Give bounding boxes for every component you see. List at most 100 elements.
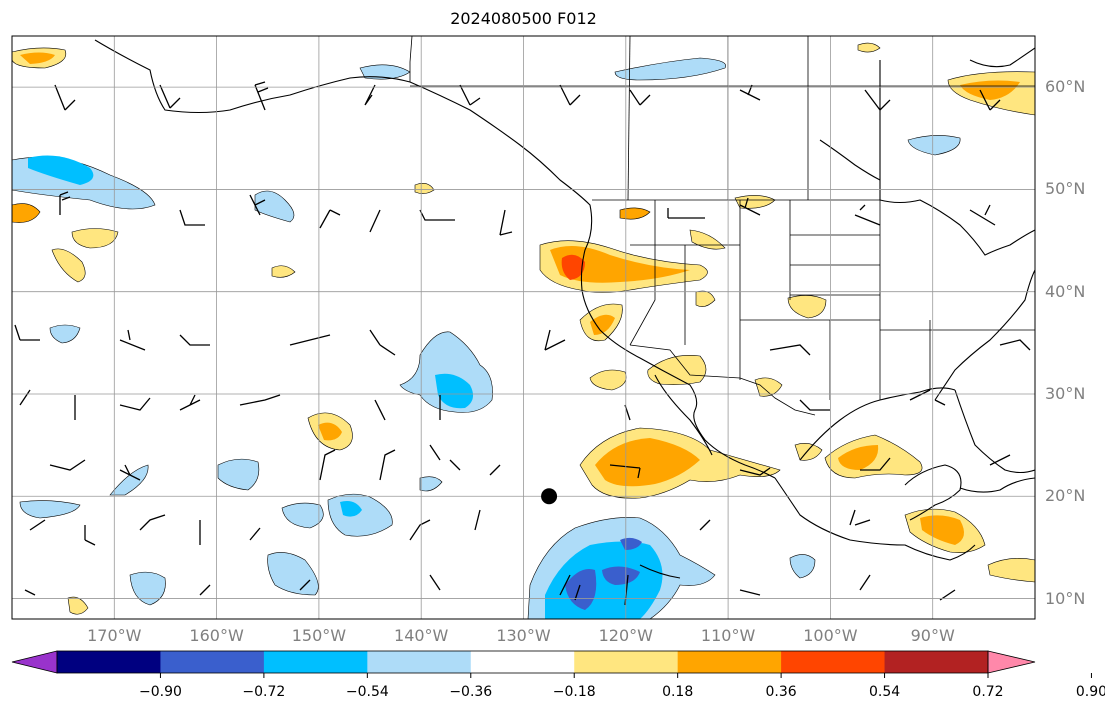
positive-anomaly-fill xyxy=(12,42,1035,615)
anomaly-region xyxy=(787,295,827,319)
lon-tick-label: 130°W xyxy=(496,626,551,645)
wind-barb xyxy=(559,84,581,106)
wind-barb xyxy=(849,509,871,526)
wind-barb xyxy=(739,197,761,216)
lat-tick-label: 40°N xyxy=(1045,281,1086,301)
anomaly-region xyxy=(51,248,86,283)
wind-barb xyxy=(769,344,811,356)
colorbar-outline xyxy=(56,650,989,674)
wind-barb xyxy=(629,89,651,106)
coastline xyxy=(774,477,976,561)
anomaly-region xyxy=(590,314,615,335)
negative-anomaly-fill xyxy=(12,57,961,619)
anomaly-region xyxy=(435,373,474,409)
wind-barb xyxy=(199,584,211,596)
wind-barb xyxy=(289,334,331,346)
colorbar-tick-label: 0.36 xyxy=(765,684,797,700)
anomaly-region xyxy=(695,290,716,307)
wind-barb xyxy=(969,204,996,226)
anomaly-region xyxy=(589,369,627,391)
wind-barb xyxy=(989,454,1011,466)
wind-barb xyxy=(667,208,705,219)
anomaly-region xyxy=(920,515,964,545)
wind-barb xyxy=(499,209,513,236)
anomaly-region xyxy=(340,501,362,517)
anomaly-region xyxy=(907,135,961,156)
anomaly-region xyxy=(19,500,81,519)
lon-tick-label: 120°W xyxy=(598,626,653,645)
anomaly-region xyxy=(71,228,119,249)
colorbar-tick-label: 0.72 xyxy=(972,684,1004,700)
colorbar-segment xyxy=(884,651,989,673)
lon-tick-label: 110°W xyxy=(700,626,756,645)
anomaly-region xyxy=(754,377,783,397)
wind-barb xyxy=(419,209,455,221)
colorbar-tick-label: −0.36 xyxy=(449,684,493,700)
colorbar-extend-low xyxy=(11,650,58,674)
anomaly-region xyxy=(20,52,55,64)
lon-tick-label: 90°W xyxy=(910,626,955,645)
country-border xyxy=(627,36,631,201)
colorbar-tick-label: 0.54 xyxy=(868,684,901,700)
anomaly-region xyxy=(49,324,81,344)
wind-barb xyxy=(29,519,46,531)
state-border xyxy=(629,200,1035,400)
colorbar-tick-label: −0.54 xyxy=(345,684,389,700)
wind-barb xyxy=(409,519,431,541)
wind-barb xyxy=(474,509,481,531)
coastline xyxy=(904,464,962,521)
coastline xyxy=(94,39,776,479)
colorbar-ticks xyxy=(159,673,1092,678)
coastline xyxy=(934,269,1035,401)
lat-tick-label: 60°N xyxy=(1045,77,1086,97)
wind-barb xyxy=(179,209,205,226)
anomaly-region xyxy=(12,203,41,223)
wind-barb xyxy=(49,459,86,471)
wind-barb xyxy=(249,527,261,541)
coastline xyxy=(819,139,881,181)
coastline xyxy=(959,477,1035,493)
wind-barb xyxy=(239,394,281,406)
anomaly-region xyxy=(271,265,296,278)
wind-barb xyxy=(119,397,151,411)
lon-tick-label: 100°W xyxy=(803,626,858,645)
location-marker xyxy=(541,488,558,505)
wind-barb xyxy=(14,324,40,341)
wind-barb xyxy=(369,329,396,356)
colorbar-segment xyxy=(470,651,575,673)
wind-barb xyxy=(84,525,96,546)
wind-barb xyxy=(369,209,381,233)
anomaly-region xyxy=(838,445,879,470)
anomaly-region xyxy=(217,458,260,491)
wind-barb xyxy=(299,579,311,591)
wind-barb xyxy=(739,84,761,101)
coastline xyxy=(654,374,713,456)
anomaly-region xyxy=(619,207,651,220)
chart-title: 2024080500 F012 xyxy=(450,9,597,28)
lat-tick-label: 30°N xyxy=(1045,383,1086,403)
colorbar-tick-label: −0.90 xyxy=(138,684,182,700)
wind-barb xyxy=(374,399,386,421)
colorbar-segment xyxy=(263,651,368,673)
wind-barb xyxy=(799,399,830,411)
wind-barb xyxy=(429,444,461,471)
colorbar-tick-label: 0.90 xyxy=(1075,684,1105,700)
wind-barb xyxy=(119,464,141,481)
wind-barb xyxy=(179,334,210,346)
wind-barb xyxy=(254,81,269,111)
anomaly-region xyxy=(857,42,881,53)
wind-barb xyxy=(459,84,481,106)
coastlines xyxy=(94,39,1035,579)
wind-barbs xyxy=(14,81,1031,606)
lat-tick-label: 20°N xyxy=(1045,486,1086,506)
anomaly-region xyxy=(129,571,166,606)
wind-barb xyxy=(739,589,761,596)
colorbar xyxy=(11,650,1036,674)
anomaly-region xyxy=(414,183,435,194)
lat-tick-label: 10°N xyxy=(1045,588,1086,608)
coastline xyxy=(969,47,1035,68)
wind-barb xyxy=(739,467,771,476)
map-frame xyxy=(11,35,1036,620)
wind-barb xyxy=(159,84,181,109)
